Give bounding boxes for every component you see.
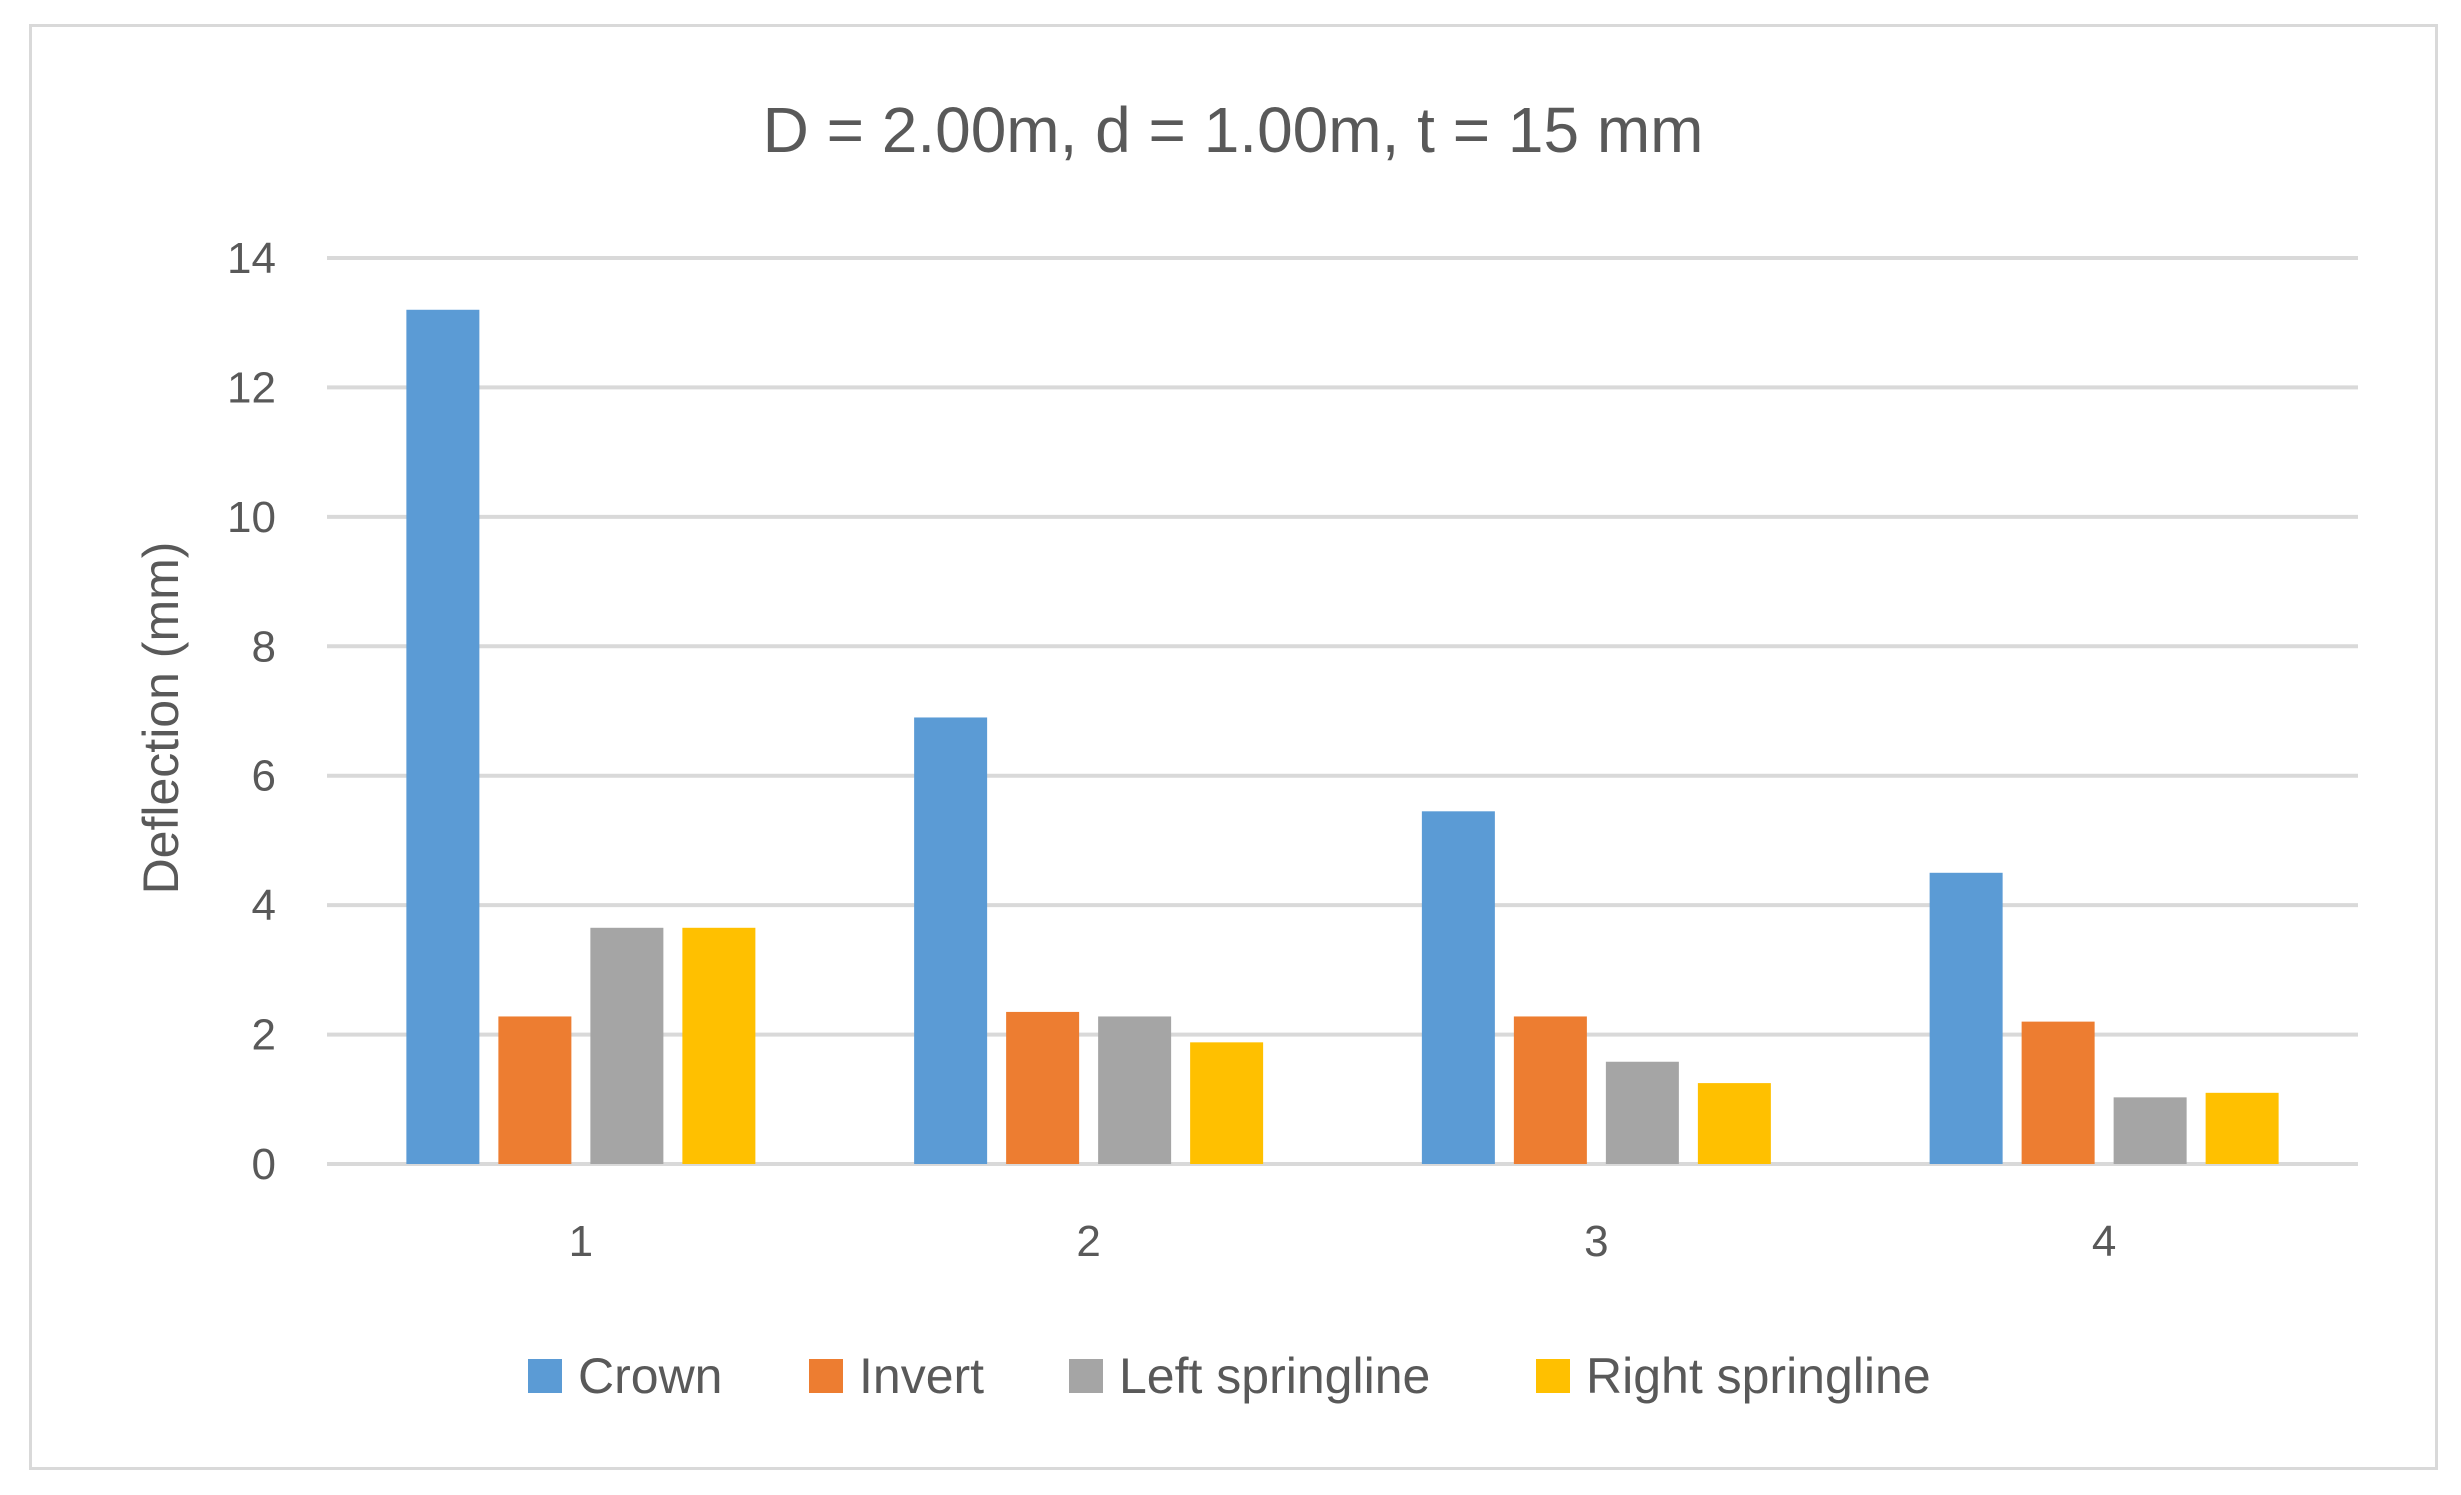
y-tick-label: 10 xyxy=(227,493,276,542)
legend-swatch-right-springline xyxy=(1536,1359,1570,1393)
bar-left-springline-1 xyxy=(590,927,664,1164)
bar-right-springline-3 xyxy=(1697,1083,1771,1164)
y-tick-label: 6 xyxy=(252,752,276,801)
bar-crown-1 xyxy=(406,309,480,1164)
bar-right-springline-1 xyxy=(682,927,756,1164)
legend-label-invert: Invert xyxy=(859,1348,984,1404)
y-tick-label: 8 xyxy=(252,622,276,671)
x-tick-label: 3 xyxy=(1584,1217,1608,1266)
bar-invert-2 xyxy=(1006,1011,1080,1164)
x-tick-label: 1 xyxy=(569,1217,593,1266)
legend-swatch-crown xyxy=(528,1359,562,1393)
bar-left-springline-3 xyxy=(1605,1061,1679,1164)
bar-crown-4 xyxy=(1929,872,2003,1164)
bar-invert-3 xyxy=(1513,1016,1587,1164)
y-tick-label: 4 xyxy=(252,881,276,930)
bar-invert-1 xyxy=(498,1016,572,1164)
bar-left-springline-2 xyxy=(1098,1016,1172,1164)
y-tick-label: 12 xyxy=(227,363,276,412)
y-tick-label: 2 xyxy=(252,1011,276,1060)
bar-left-springline-4 xyxy=(2113,1097,2187,1164)
bar-crown-3 xyxy=(1421,811,1495,1164)
bar-invert-4 xyxy=(2021,1021,2095,1164)
x-tick-label: 4 xyxy=(2092,1217,2116,1266)
legend-swatch-invert xyxy=(809,1359,843,1393)
gridlines xyxy=(327,256,2358,1166)
bar-right-springline-2 xyxy=(1190,1042,1264,1164)
x-tick-labels: 1 2 3 4 xyxy=(569,1217,2117,1266)
bars xyxy=(406,309,2279,1164)
legend-label-right-springline: Right springline xyxy=(1586,1348,1931,1404)
legend: Crown Invert Left springline Right springli… xyxy=(528,1348,1931,1404)
bar-right-springline-4 xyxy=(2205,1092,2279,1164)
legend-swatch-left-springline xyxy=(1069,1359,1103,1393)
bar-crown-2 xyxy=(914,717,988,1164)
y-tick-label: 0 xyxy=(252,1140,276,1189)
x-tick-label: 2 xyxy=(1076,1217,1100,1266)
y-tick-label: 14 xyxy=(227,234,276,283)
chart-title: D = 2.00m, d = 1.00m, t = 15 mm xyxy=(763,94,1704,166)
legend-label-left-springline: Left springline xyxy=(1119,1348,1430,1404)
y-tick-labels: 0 2 4 6 8 10 12 14 xyxy=(227,234,276,1189)
y-axis-title: Deflection (mm) xyxy=(133,542,189,895)
legend-label-crown: Crown xyxy=(578,1348,722,1404)
